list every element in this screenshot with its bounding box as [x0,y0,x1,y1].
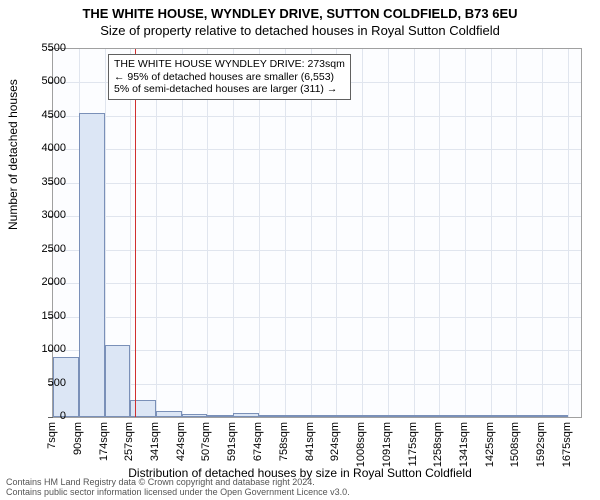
gridline-h [53,149,581,150]
chart-title-main: THE WHITE HOUSE, WYNDLEY DRIVE, SUTTON C… [0,0,600,21]
chart-title-sub: Size of property relative to detached ho… [0,21,600,38]
gridline-h [53,317,581,318]
y-axis-title: Number of detached houses [6,79,20,230]
gridline-v [259,49,260,417]
reference-line [135,49,136,417]
x-tick-label: 591sqm [232,383,244,422]
gridline-v [336,49,337,417]
x-tick-label: 1675sqm [567,377,579,422]
plot-area [52,48,582,418]
gridline-h [53,183,581,184]
gridline-v [182,49,183,417]
x-tick-label: 1508sqm [515,377,527,422]
gridline-v [439,49,440,417]
y-tick-label: 2000 [20,276,66,288]
y-tick-label: 1000 [20,343,66,355]
x-tick-label: 1091sqm [387,377,399,422]
x-tick-label: 341sqm [155,383,167,422]
annotation-line-2: ← 95% of detached houses are smaller (6,… [114,71,345,84]
x-tick-label: 424sqm [181,383,193,422]
gridline-v [491,49,492,417]
y-tick-label: 1500 [20,310,66,322]
gridline-h [53,283,581,284]
gridline-h [53,116,581,117]
x-tick-label: 1425sqm [490,377,502,422]
x-tick-label: 1341sqm [464,377,476,422]
gridline-v [207,49,208,417]
annotation-box: THE WHITE HOUSE WYNDLEY DRIVE: 273sqm ← … [108,54,351,100]
x-tick-label: 90sqm [78,389,90,422]
x-tick-label: 674sqm [258,383,270,422]
y-tick-label: 500 [20,377,66,389]
y-tick-label: 3000 [20,209,66,221]
x-tick-label: 257sqm [129,383,141,422]
x-tick-label: 7sqm [52,395,64,422]
x-tick-label: 758sqm [284,383,296,422]
gridline-h [53,216,581,217]
y-tick-label: 3500 [20,176,66,188]
gridline-v [568,49,569,417]
gridline-h [53,250,581,251]
gridline-v [516,49,517,417]
gridline-v [388,49,389,417]
annotation-line-3: 5% of semi-detached houses are larger (3… [114,83,345,96]
x-tick-label: 507sqm [206,383,218,422]
histogram-bar [79,113,105,417]
gridline-v [465,49,466,417]
x-tick-label: 1175sqm [413,378,425,422]
gridline-v [311,49,312,417]
y-tick-label: 4500 [20,109,66,121]
y-tick-label: 5000 [20,75,66,87]
y-tick-label: 5500 [20,42,66,54]
x-tick-label: 924sqm [335,383,347,422]
y-tick-label: 2500 [20,243,66,255]
gridline-v [156,49,157,417]
gridline-v [285,49,286,417]
gridline-v [233,49,234,417]
footer-attribution: Contains HM Land Registry data © Crown c… [6,478,350,498]
chart-container: THE WHITE HOUSE, WYNDLEY DRIVE, SUTTON C… [0,0,600,500]
x-tick-label: 1592sqm [541,377,553,422]
y-tick-label: 4000 [20,142,66,154]
x-tick-label: 1258sqm [438,377,450,422]
x-tick-label: 841sqm [310,383,322,422]
gridline-v [362,49,363,417]
x-tick-label: 1008sqm [361,377,373,422]
annotation-line-1: THE WHITE HOUSE WYNDLEY DRIVE: 273sqm [114,58,345,71]
gridline-v [542,49,543,417]
x-tick-label: 174sqm [104,383,116,422]
gridline-h [53,350,581,351]
gridline-v [414,49,415,417]
footer-line-2: Contains public sector information licen… [6,488,350,498]
gridline-v [130,49,131,417]
